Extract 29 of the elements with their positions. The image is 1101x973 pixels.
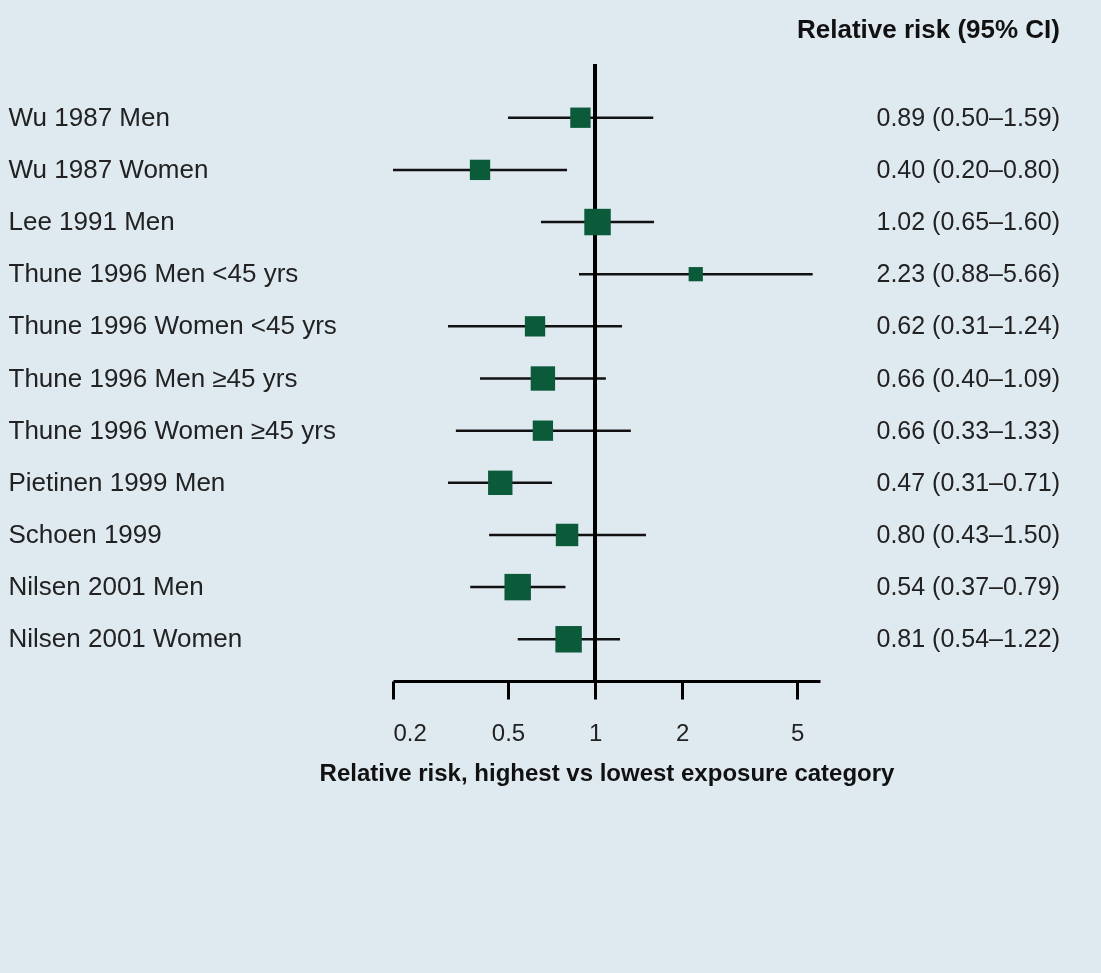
- y-tick-label: Nilsen 2001 Women: [8, 623, 243, 654]
- data-label: 0.62 (0.31–1.24): [876, 311, 1060, 340]
- data-label: 0.89 (0.50–1.59): [876, 102, 1060, 131]
- x-tick-label: 0.2: [393, 718, 427, 746]
- y-tick-label: Thune 1996 Women <45 yrs: [8, 310, 337, 341]
- data-label: 0.66 (0.40–1.09): [876, 363, 1060, 392]
- y-tick-label: Thune 1996 Women ≥45 yrs: [8, 414, 336, 445]
- data-label: 2.23 (0.88–5.66): [876, 259, 1060, 288]
- data-label: 0.81 (0.54–1.22): [876, 624, 1060, 653]
- data-label: 0.66 (0.33–1.33): [876, 415, 1060, 444]
- y-tick-label: Thune 1996 Men ≥45 yrs: [8, 362, 298, 393]
- y-tick-label: Wu 1987 Men: [8, 101, 170, 132]
- text: Relative risk (95% CI): [796, 13, 1060, 44]
- x-tick-label: 0.5: [491, 718, 526, 746]
- y-tick-label: Nilsen 2001 Men: [8, 571, 204, 602]
- x-axis-title: Relative risk, highest vs lowest exposure category: [319, 758, 896, 786]
- x-tick-label: 1: [588, 718, 603, 746]
- x-tick-label: 2: [675, 718, 690, 746]
- y-tick-label: Pietinen 1999 Men: [8, 466, 226, 497]
- y-tick-label: Wu 1987 Women: [8, 153, 209, 184]
- x-tick-label: 5: [790, 718, 805, 746]
- y-tick-label: Lee 1991 Men: [8, 206, 175, 237]
- data-label: 0.47 (0.31–0.71): [876, 467, 1060, 496]
- data-label: 0.54 (0.37–0.79): [876, 572, 1060, 601]
- data-label: 0.80 (0.43–1.50): [876, 519, 1060, 548]
- y-tick-label: Thune 1996 Men <45 yrs: [8, 258, 299, 289]
- data-label: 0.40 (0.20–0.80): [876, 154, 1060, 183]
- data-label: 1.02 (0.65–1.60): [876, 207, 1060, 236]
- y-tick-label: Schoen 1999: [8, 518, 162, 549]
